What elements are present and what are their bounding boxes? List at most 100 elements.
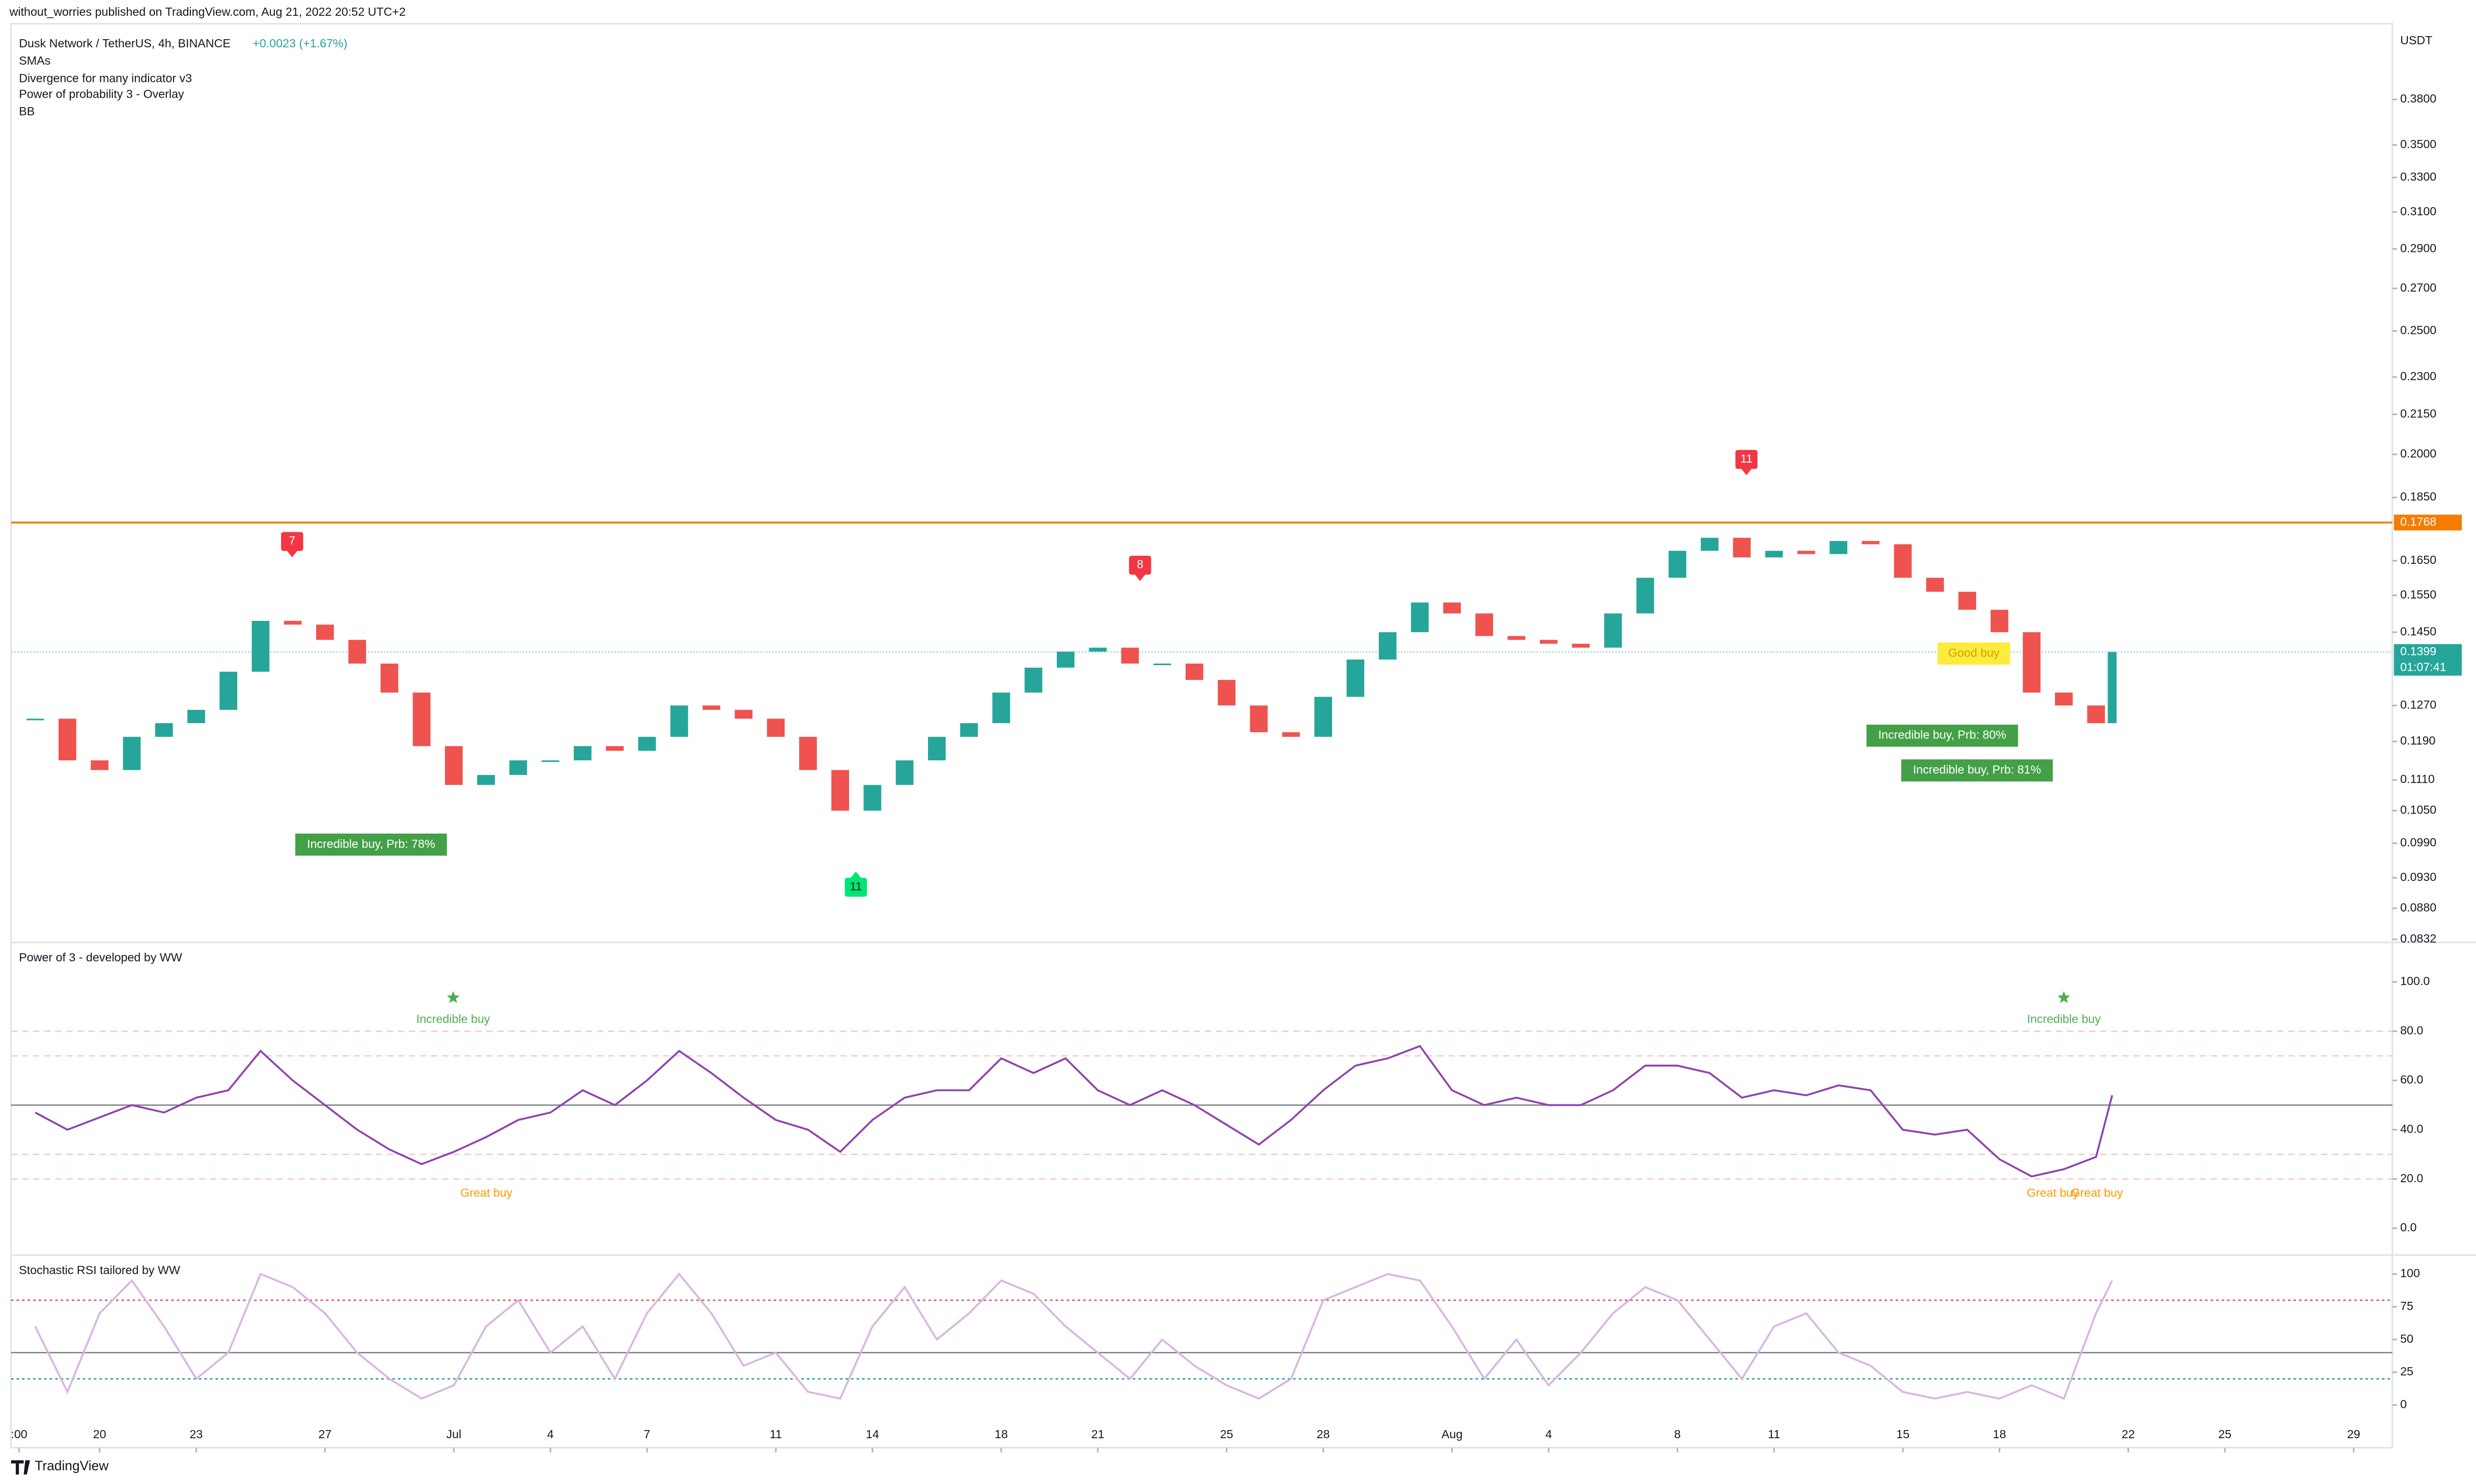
marker-pointer	[1740, 467, 1753, 475]
osc-tick-label: 40.0	[2400, 1122, 2423, 1135]
candle	[59, 719, 76, 761]
candle	[799, 736, 817, 770]
candle	[155, 723, 173, 737]
price-tick-label: 0.1650	[2400, 553, 2436, 566]
marker-box	[845, 877, 867, 897]
price-tick-label: 0.0880	[2400, 901, 2436, 914]
osc-line	[34, 1272, 2113, 1400]
osc-tick-label: 75	[2400, 1299, 2413, 1312]
price-tick-label: 0.1450	[2400, 624, 2436, 638]
candle	[1378, 632, 1397, 660]
candle	[1604, 613, 1622, 648]
candle	[477, 775, 495, 785]
time-tick-label: Jul	[446, 1428, 462, 1441]
time-tick-label: 28	[1317, 1428, 1330, 1441]
countdown-label: 01:07:41	[2400, 660, 2446, 673]
osc-tick-label: 60.0	[2400, 1073, 2423, 1086]
time-tick-label: 27	[319, 1428, 332, 1441]
time-tick-label: 25	[2218, 1428, 2232, 1441]
candle	[960, 723, 978, 737]
last-price-label: 0.1399	[2400, 644, 2436, 658]
candle	[702, 705, 720, 710]
candle	[509, 760, 527, 775]
time-tick-label: 11	[1768, 1428, 1780, 1441]
candle	[1218, 680, 1236, 706]
time-tick-label: 8	[1674, 1428, 1681, 1441]
tradingview-logo	[11, 1460, 30, 1475]
price-tick-label: 0.1550	[2400, 588, 2436, 601]
time-tick-label: Aug	[1442, 1428, 1462, 1441]
candle	[123, 736, 141, 770]
signal-label: Incredible buy, Prb: 78%	[307, 837, 435, 850]
osc-annotation: Great buy	[460, 1186, 512, 1199]
osc-annotation: Great buy	[2027, 1186, 2079, 1199]
candle	[1507, 636, 1526, 640]
candle	[1765, 551, 1783, 558]
osc-line	[35, 1045, 2114, 1178]
candle	[1701, 537, 1719, 551]
candle	[895, 760, 914, 785]
candle	[2022, 632, 2041, 693]
candle	[992, 692, 1010, 724]
candle	[670, 705, 688, 737]
level-price-label: 0.1768	[2400, 515, 2436, 528]
time-tick-label: 21	[1091, 1428, 1105, 1441]
price-tick-label: 0.2300	[2400, 369, 2436, 383]
candle	[1958, 591, 1976, 610]
marker-box	[281, 532, 303, 551]
brand: TradingView	[35, 1458, 109, 1473]
indicator-name: BB	[19, 104, 35, 118]
time-tick-label: 25	[1220, 1428, 1233, 1441]
candle	[1926, 578, 1944, 592]
time-tick-label: 23	[190, 1428, 203, 1441]
marker-label: 11	[1740, 452, 1753, 465]
price-tick-label: 0.1050	[2400, 803, 2436, 816]
price-tick-label: 0.0930	[2400, 870, 2436, 883]
price-tick-label: 0.1270	[2400, 698, 2436, 711]
time-tick-label: 11	[770, 1428, 782, 1441]
marker-label: 8	[1137, 558, 1143, 571]
price-change: +0.0023 (+1.67%)	[252, 37, 347, 50]
candle	[541, 760, 559, 762]
signal-box	[1937, 642, 2010, 665]
candle	[1475, 613, 1494, 636]
candle	[1346, 659, 1365, 697]
time-tick-label: 4	[1545, 1428, 1552, 1441]
candle	[1990, 610, 2009, 633]
osc-tick-label: 0.0	[2400, 1221, 2416, 1234]
candle	[1797, 551, 1815, 554]
price-tick-label: 0.2150	[2400, 407, 2436, 420]
candle	[1862, 541, 1880, 545]
candle	[1282, 732, 1300, 737]
pane-title: Stochastic RSI tailored by WW	[19, 1263, 180, 1276]
time-tick-label: 14	[866, 1428, 879, 1441]
price-tick-label: 0.1110	[2400, 773, 2435, 786]
candle	[1056, 651, 1075, 668]
candle	[1894, 544, 1912, 578]
candle	[284, 620, 302, 625]
candle	[1539, 640, 1558, 644]
time-tick-label: :00	[11, 1428, 27, 1441]
level-price-box	[2394, 515, 2462, 531]
candle	[26, 719, 44, 721]
candle	[187, 709, 205, 724]
time-tick-label: 29	[2347, 1428, 2360, 1441]
candle	[1121, 647, 1139, 664]
candle	[2107, 652, 2117, 724]
candle	[863, 785, 882, 811]
axis-unit: USDT	[2400, 34, 2432, 47]
osc-tick-label: 100	[2400, 1267, 2420, 1280]
candle	[927, 736, 946, 761]
published-line: without_worries published on TradingView…	[9, 5, 406, 18]
candle	[348, 640, 367, 664]
price-tick-label: 0.3100	[2400, 205, 2436, 218]
price-tick-label: 0.2900	[2400, 241, 2436, 254]
star-icon	[2057, 991, 2070, 1004]
marker-pointer	[849, 871, 862, 879]
osc-tick-label: 0	[2400, 1397, 2407, 1411]
candle	[380, 663, 399, 693]
price-tick-label: 0.0990	[2400, 836, 2436, 849]
signal-label: Incredible buy, Prb: 81%	[1913, 763, 2041, 776]
price-tick-label: 0.1190	[2400, 734, 2435, 747]
